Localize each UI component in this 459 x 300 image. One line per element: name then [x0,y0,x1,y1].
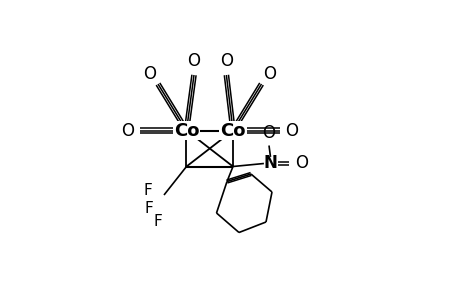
Text: O: O [219,52,232,70]
Text: Co: Co [174,122,199,140]
Text: Co: Co [220,122,245,140]
Text: N: N [263,154,277,172]
Text: O: O [262,124,275,142]
Text: O: O [263,65,276,83]
Text: O: O [295,154,308,172]
Text: F: F [143,183,151,198]
Text: O: O [285,122,297,140]
Text: O: O [143,65,156,83]
Text: F: F [144,201,153,216]
Text: O: O [121,122,134,140]
Text: F: F [153,214,162,230]
Text: O: O [187,52,200,70]
